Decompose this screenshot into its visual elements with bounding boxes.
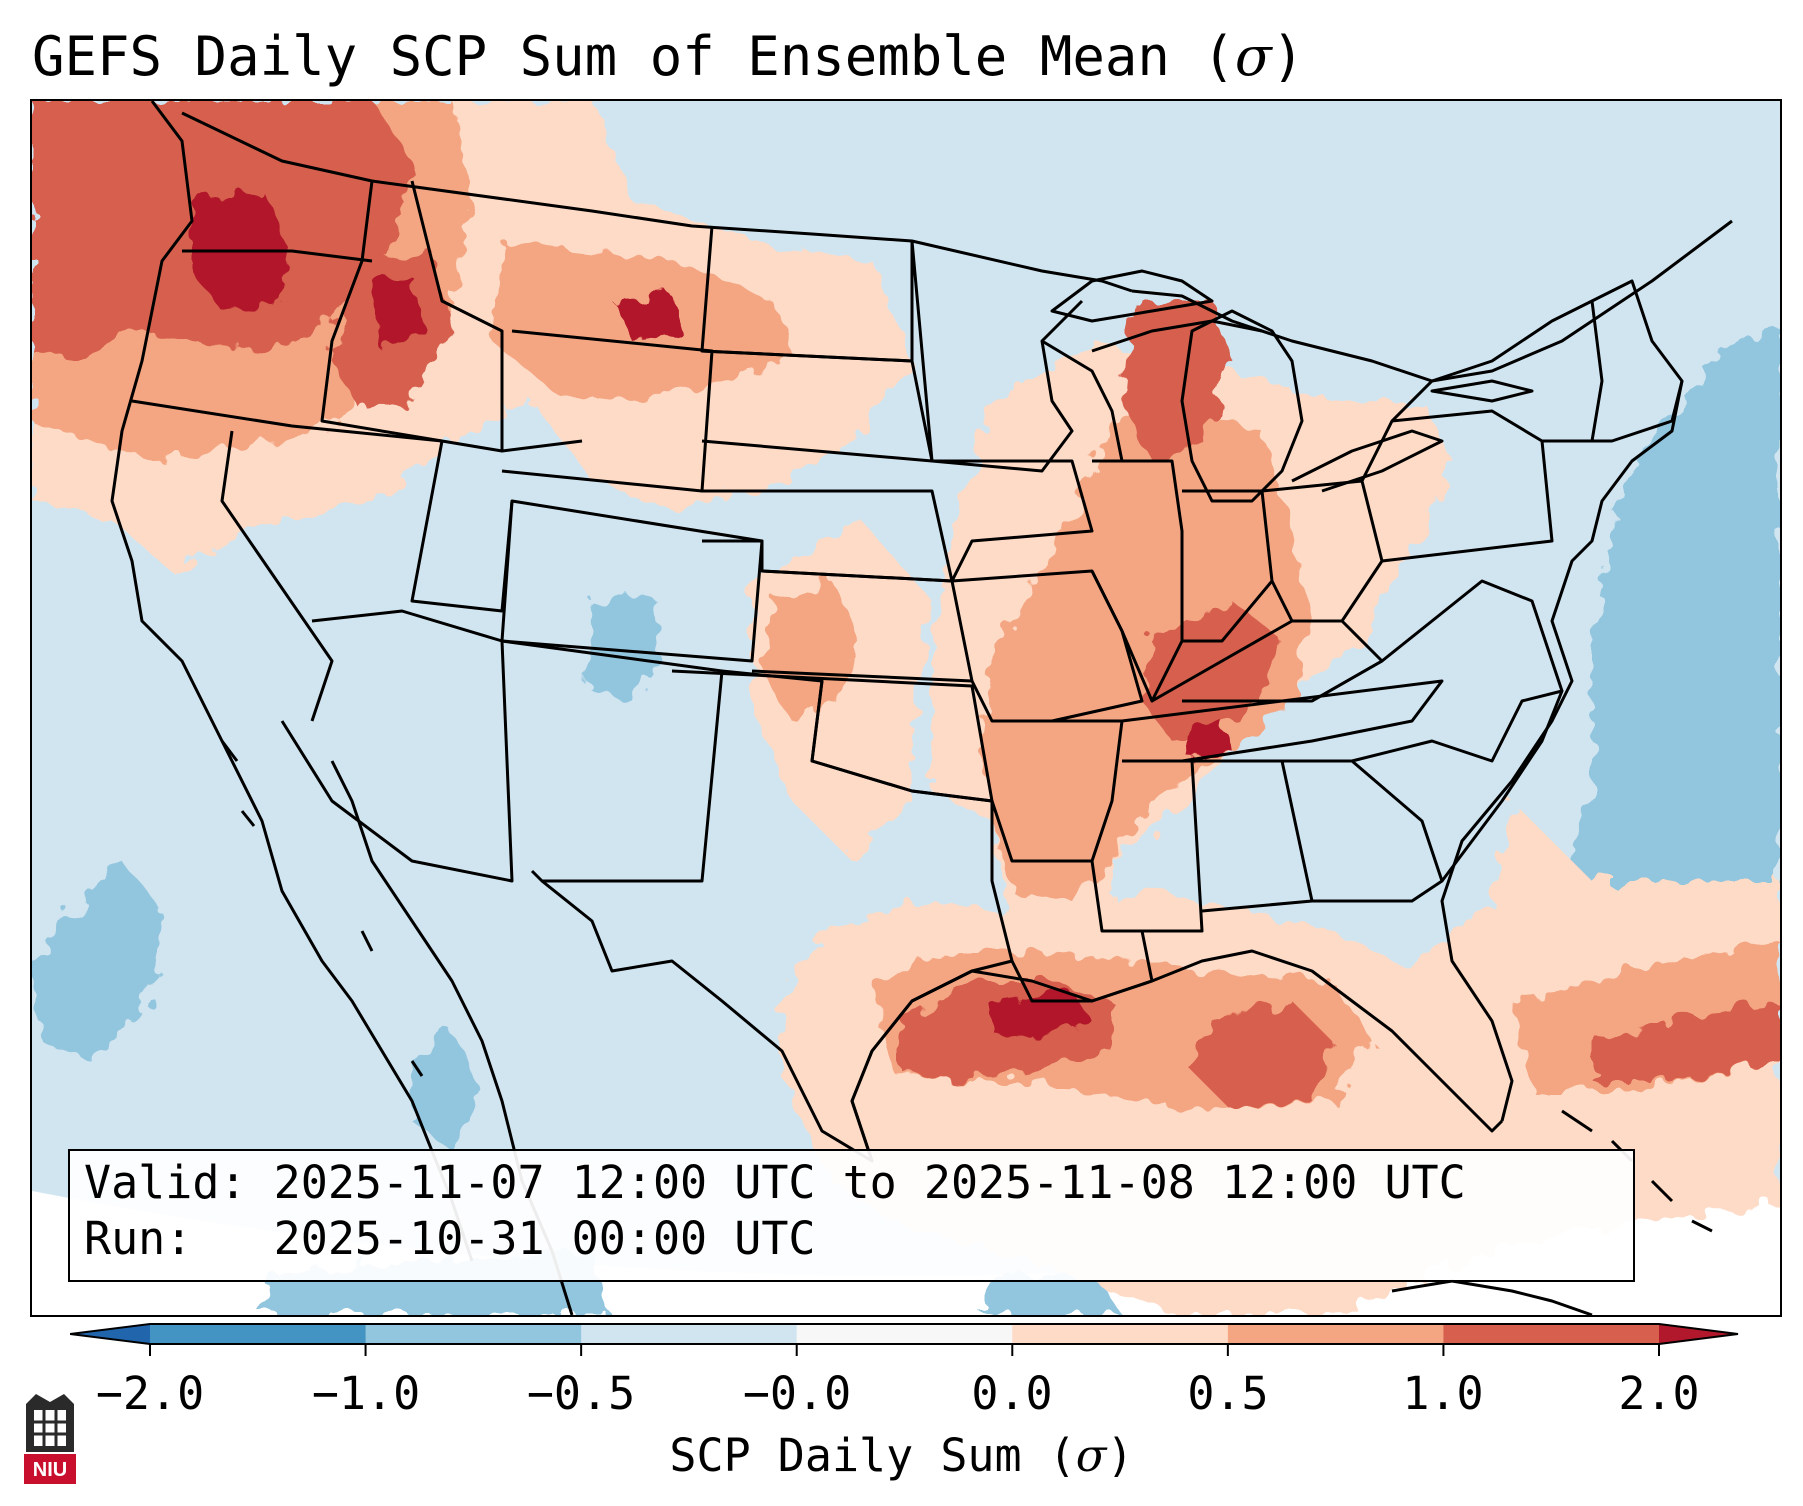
idaho-extreme-positive	[372, 276, 422, 351]
colorbar-label-close: )	[1106, 1429, 1134, 1482]
gulf-california-negative	[412, 1031, 482, 1151]
atlantic-negative	[1562, 321, 1780, 1001]
virginia-border	[1311, 579, 1564, 703]
colorado-negative	[587, 596, 662, 701]
michigan-coast	[1180, 309, 1304, 503]
kansas-medium-positive	[762, 581, 862, 721]
new-york-border	[1390, 299, 1604, 443]
colorbar-label-text: SCP Daily Sum (	[669, 1429, 1076, 1482]
cuba	[1391, 1279, 1593, 1315]
cuba-negative	[982, 1271, 1122, 1315]
run-label: Run:	[84, 1212, 193, 1265]
east-coast	[1440, 380, 1684, 1122]
louisiana-extreme-positive	[992, 991, 1092, 1041]
colorbar-extend-low	[70, 1324, 150, 1344]
arkansas-border	[990, 719, 1124, 863]
title-close: )	[1271, 25, 1305, 88]
montana-extreme-positive	[612, 296, 682, 341]
mississippi-alabama-border	[1122, 759, 1314, 933]
montana-border	[410, 180, 504, 451]
oregon-washington-border	[182, 249, 373, 263]
colorbar-bin	[150, 1324, 367, 1344]
chart-title: GEFS Daily SCP Sum of Ensemble Mean (σ)	[32, 22, 1304, 92]
colorbar-tick: −0.5	[526, 1367, 636, 1420]
colorbar-bin	[1012, 1324, 1229, 1344]
baja-islands	[220, 740, 424, 1077]
logo-window	[34, 1410, 66, 1446]
arizona-border	[280, 609, 514, 883]
logo-badge	[24, 1454, 76, 1484]
colorbar-tick: 1.0	[1402, 1367, 1484, 1420]
colorbar-tick: 0.0	[971, 1367, 1053, 1420]
niu-logo: NIU	[24, 1394, 76, 1484]
valid-label: Valid:	[84, 1156, 247, 1209]
colorbar-tick: 0.5	[1187, 1367, 1269, 1420]
new-mexico-border	[501, 639, 724, 883]
canada-border	[181, 111, 1133, 293]
colorbar-tick: 2.0	[1618, 1367, 1700, 1420]
colorbar-bin	[581, 1324, 798, 1344]
bahamas-strong-positive	[1592, 1001, 1780, 1081]
carolinas-border	[1351, 689, 1564, 882]
california-oregon-border	[131, 399, 443, 443]
colorbar-label: SCP Daily Sum (σ)	[0, 1426, 1803, 1486]
iowa-border	[932, 459, 1094, 582]
valid-value: 2025-11-07 12:00 UTC to 2025-11-08 12:00…	[273, 1156, 1466, 1209]
louisiana-border	[1010, 859, 1154, 1003]
florida-strong-positive	[1192, 1001, 1332, 1111]
map-panel	[30, 99, 1782, 1317]
colorbar-tick: −0.0	[742, 1367, 852, 1420]
validity-info-box: Valid: 2025-11-07 12:00 UTC to 2025-11-0…	[68, 1149, 1635, 1282]
colorbar	[70, 1323, 1739, 1356]
kansas-border	[751, 569, 974, 683]
colorado-border	[500, 499, 764, 663]
map-svg	[32, 101, 1780, 1315]
logo-grid	[34, 1410, 66, 1446]
colorbar-extend-high	[1659, 1324, 1738, 1344]
mississippi-valley-medium-positive	[982, 401, 1312, 901]
pacific-negative	[32, 861, 162, 1061]
colorbar-bin	[365, 1324, 582, 1344]
colorbar-tick: −1.0	[311, 1367, 421, 1420]
georgia-border	[1282, 759, 1444, 903]
state-borders	[110, 101, 1733, 1315]
dakotas-mid-border	[701, 349, 934, 463]
nevada-border	[220, 430, 334, 722]
title-sigma: σ	[1234, 25, 1272, 88]
upper-peninsula	[1091, 319, 1263, 353]
title-text: GEFS Daily SCP Sum of Ensemble Mean (	[32, 25, 1235, 88]
run-value: 2025-10-31 00:00 UTC	[273, 1212, 816, 1265]
colorbar-tick: −2.0	[95, 1367, 205, 1420]
tennessee-extreme-positive	[1182, 721, 1232, 761]
colorbar-label-sigma: σ	[1075, 1429, 1107, 1482]
lake-superior	[1050, 269, 1214, 323]
great-lakes-border	[1131, 219, 1733, 383]
logo-text: NIU	[33, 1459, 67, 1481]
scp-field	[32, 101, 1780, 1315]
lake-erie-ontario	[1291, 379, 1534, 493]
wyoming-border	[501, 329, 714, 493]
west-coast	[110, 101, 474, 1262]
gulf-coast	[850, 949, 1504, 1162]
michigan-strong-positive	[1122, 301, 1232, 461]
colorbar-bin	[1443, 1324, 1660, 1344]
colorbar-bin	[796, 1324, 1013, 1344]
colorbar-bin	[1227, 1324, 1445, 1344]
pennsylvania-border	[1360, 409, 1554, 563]
